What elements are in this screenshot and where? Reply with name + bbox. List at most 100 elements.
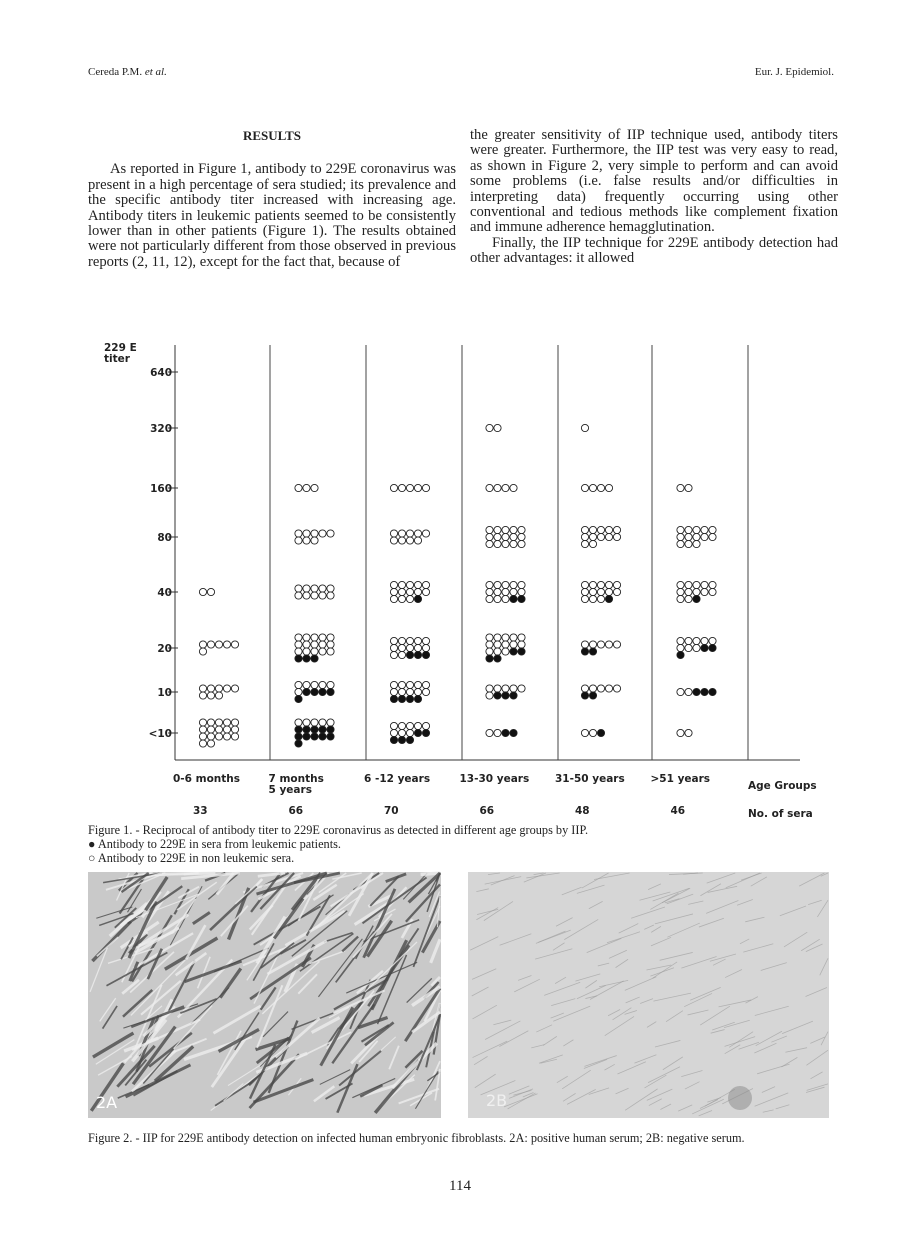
dot-non-leukemic	[684, 636, 693, 646]
dot-non-leukemic	[509, 525, 518, 535]
dot-non-leukemic	[596, 532, 606, 542]
texture	[474, 1073, 496, 1089]
texture	[805, 1086, 825, 1093]
dot-leukemic	[413, 594, 423, 604]
texture	[360, 1024, 390, 1043]
dot-non-leukemic	[501, 640, 510, 649]
texture	[724, 969, 743, 978]
dot-non-leukemic	[405, 636, 415, 646]
dot-non-leukemic	[389, 594, 399, 604]
texture	[423, 989, 442, 1022]
texture	[593, 872, 630, 880]
texture	[684, 993, 713, 1008]
dot-non-leukemic	[596, 525, 606, 535]
dot-non-leukemic	[413, 643, 423, 653]
dot-non-leukemic	[692, 636, 701, 646]
dot-non-leukemic	[222, 725, 232, 734]
dot-non-leukemic	[318, 640, 327, 649]
dot-non-leukemic	[493, 539, 502, 549]
dot-non-leukemic	[517, 580, 526, 590]
dot-non-leukemic	[389, 636, 399, 646]
dot-non-leukemic	[692, 532, 701, 542]
dot-non-leukemic	[493, 525, 502, 535]
texture	[184, 924, 207, 960]
sera-count: 66	[480, 805, 495, 817]
texture	[550, 1012, 564, 1019]
texture	[92, 1031, 135, 1059]
dot-non-leukemic	[580, 594, 590, 604]
texture	[490, 875, 515, 886]
dot-non-leukemic	[708, 525, 717, 535]
texture	[581, 872, 609, 889]
texture	[698, 917, 725, 928]
texture	[363, 1077, 415, 1097]
texture	[96, 906, 133, 919]
texture	[750, 876, 768, 887]
dot-non-leukemic	[692, 587, 701, 597]
dot-non-leukemic	[302, 647, 311, 656]
et-al: et al.	[144, 66, 167, 78]
texture	[652, 887, 690, 902]
texture	[256, 984, 284, 1049]
dot-non-leukemic	[302, 640, 311, 649]
caption-line: ○ Antibody to 229E in non leukemic sera.	[88, 851, 295, 865]
dot-non-leukemic	[310, 591, 319, 600]
y-tick-label: 10	[157, 687, 172, 699]
dot-leukemic	[700, 643, 709, 653]
dot-leukemic	[501, 691, 510, 700]
dot-non-leukemic	[389, 687, 399, 697]
texture	[484, 1020, 521, 1040]
texture	[99, 997, 117, 1022]
texture	[540, 1058, 557, 1064]
texture	[359, 1083, 384, 1098]
texture	[810, 1036, 826, 1044]
texture	[718, 999, 752, 1008]
dot-non-leukemic	[485, 532, 494, 542]
texture	[586, 938, 622, 954]
dot-non-leukemic	[302, 584, 311, 593]
dot-non-leukemic	[596, 483, 606, 493]
texture	[255, 1036, 290, 1065]
texture	[472, 1004, 498, 1020]
panel-label: 2B	[486, 1091, 507, 1110]
texture	[181, 871, 240, 880]
dot-non-leukemic	[326, 584, 335, 593]
dot-non-leukemic	[198, 587, 208, 597]
dot-non-leukemic	[389, 529, 399, 538]
texture	[411, 1010, 441, 1034]
dot-leukemic	[294, 732, 303, 741]
dot-non-leukemic	[517, 684, 526, 693]
texture	[108, 902, 149, 938]
texture	[177, 885, 200, 899]
dot-non-leukemic	[310, 529, 319, 538]
texture	[556, 1075, 568, 1084]
dot-non-leukemic	[198, 739, 208, 748]
texture	[624, 976, 657, 991]
dot-leukemic	[580, 691, 590, 700]
texture	[640, 998, 654, 1004]
texture	[810, 1071, 823, 1080]
dot-non-leukemic	[206, 739, 216, 748]
texture	[279, 939, 307, 955]
panel-label: 2A	[96, 1093, 117, 1112]
texture	[561, 886, 582, 896]
dot-non-leukemic	[604, 580, 614, 590]
texture	[666, 893, 694, 905]
dot-non-leukemic	[326, 647, 335, 656]
dot-leukemic	[405, 650, 415, 660]
texture	[687, 1009, 709, 1016]
texture	[432, 1013, 442, 1055]
texture	[131, 1018, 201, 1051]
dot-non-leukemic	[700, 525, 709, 535]
texture	[218, 967, 243, 999]
texture	[267, 1020, 299, 1094]
texture	[144, 876, 169, 912]
sera-count: 66	[289, 805, 304, 817]
dot-non-leukemic	[612, 525, 622, 535]
texture	[508, 1088, 534, 1099]
texture	[654, 1040, 681, 1048]
texture	[121, 978, 140, 995]
dot-non-leukemic	[700, 580, 709, 590]
dot-non-leukemic	[214, 691, 224, 700]
texture	[291, 1012, 335, 1030]
